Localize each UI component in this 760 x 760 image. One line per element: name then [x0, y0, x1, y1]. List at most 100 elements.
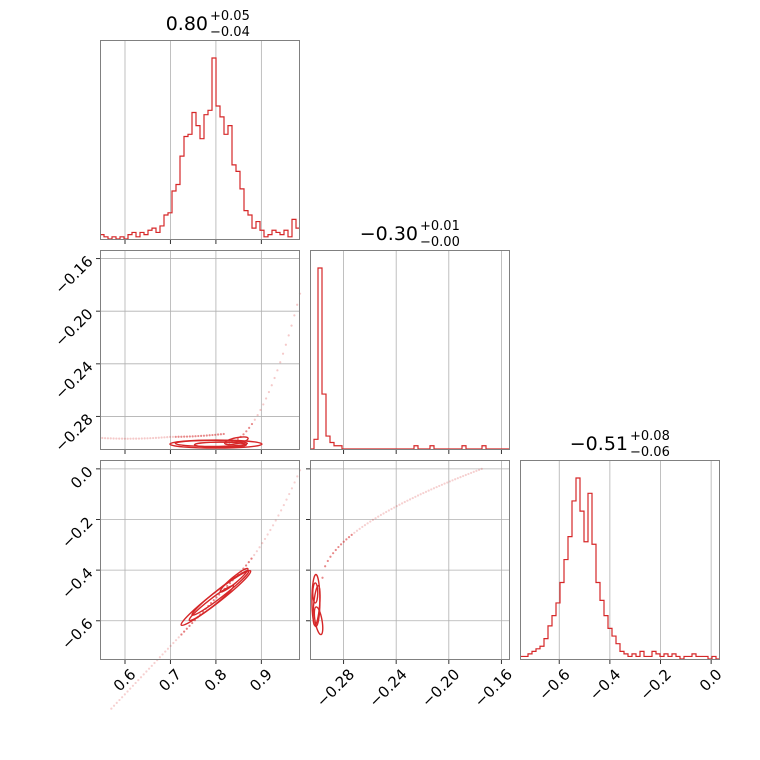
sample-point	[211, 433, 214, 437]
sample-point	[103, 437, 107, 440]
sample-point	[288, 492, 291, 496]
sample-point	[469, 471, 473, 475]
sample-point	[274, 519, 277, 522]
sample-point	[216, 433, 220, 436]
y-tick-label: −0.2	[58, 513, 96, 551]
sample-point	[212, 599, 215, 602]
sample-point	[164, 650, 167, 653]
sample-point	[153, 661, 156, 665]
y-tick-labels-1: −0.28 −0.24 −0.20 −0.16	[51, 252, 96, 455]
contour	[312, 582, 319, 604]
samples-p0-p1	[101, 292, 302, 445]
sample-point	[403, 500, 406, 504]
sample-point	[236, 437, 239, 441]
sample-point	[256, 413, 259, 417]
x-tick-label: 0.7	[155, 665, 185, 695]
y-tick-labels-2: −0.6 −0.4 −0.2 0.0	[58, 463, 96, 653]
panel-2-0	[96, 460, 300, 664]
sample-point	[285, 498, 288, 501]
sample-point	[205, 434, 208, 437]
sample-point	[366, 522, 369, 525]
sample-point	[480, 467, 483, 470]
sample-point	[371, 518, 375, 521]
sample-point	[219, 433, 223, 436]
sample-point	[149, 437, 152, 440]
sample-point	[180, 633, 183, 636]
sample-point	[168, 435, 172, 438]
sample-point	[120, 437, 124, 440]
contours-p0-p2	[180, 567, 252, 627]
sample-point	[267, 390, 271, 394]
sample-point	[250, 422, 254, 426]
sample-point	[438, 484, 441, 488]
sample-point	[197, 434, 200, 438]
sample-point	[166, 436, 169, 439]
sample-point	[265, 397, 268, 400]
sample-point	[369, 520, 372, 523]
sample-point	[324, 565, 327, 568]
sample-point	[290, 324, 293, 327]
sample-point	[202, 434, 206, 437]
y-tick-label: −0.28	[51, 410, 96, 455]
title-plus: +0.05	[210, 9, 250, 24]
histogram-2	[520, 477, 720, 660]
sample-point	[279, 361, 282, 364]
sample-point	[118, 437, 121, 440]
panel-1-1	[343, 250, 502, 454]
title-median: −0.51	[570, 433, 628, 455]
sample-point	[185, 435, 189, 438]
panel-border	[520, 460, 720, 660]
sample-point	[154, 436, 158, 439]
sample-point	[321, 576, 324, 579]
sample-point	[290, 487, 294, 490]
sample-point	[166, 647, 170, 650]
panel-0-0	[124, 40, 262, 244]
title-median: −0.30	[360, 223, 418, 245]
sample-point	[382, 512, 385, 515]
sample-point	[126, 690, 129, 693]
panel-border	[100, 460, 300, 660]
sample-point	[183, 630, 186, 633]
sample-point	[106, 437, 110, 440]
x-tick-label: −0.6	[535, 665, 573, 703]
sample-point	[109, 437, 112, 440]
sample-point	[147, 667, 151, 670]
title-minus: −0.04	[210, 25, 250, 40]
sample-point	[467, 472, 470, 476]
sample-point	[377, 515, 380, 518]
sample-point	[129, 687, 132, 690]
panel-border	[310, 460, 510, 660]
sample-point	[430, 488, 433, 491]
sample-point	[456, 477, 459, 480]
x-tick-label: −0.2	[637, 665, 675, 703]
sample-point	[158, 656, 161, 659]
sample-point	[157, 436, 160, 439]
sample-point	[137, 678, 140, 682]
sample-point	[393, 506, 396, 509]
sample-point	[427, 489, 430, 492]
sample-point	[137, 437, 141, 440]
sample-point	[355, 529, 359, 532]
panel-border	[310, 250, 510, 450]
sample-point	[398, 503, 401, 506]
sample-point	[129, 437, 132, 440]
sample-point	[101, 436, 104, 440]
y-tick-label: −0.16	[51, 252, 96, 297]
sample-point	[282, 503, 285, 507]
sample-point	[342, 540, 345, 543]
sample-point	[347, 535, 351, 539]
sample-point	[263, 537, 267, 541]
sample-point	[350, 533, 353, 537]
sample-point	[171, 435, 174, 438]
sample-point	[248, 426, 251, 429]
title-minus: −0.00	[420, 235, 460, 250]
sample-point	[353, 531, 356, 534]
sample-point	[183, 435, 186, 438]
contours-p0-p1	[169, 436, 263, 449]
sample-point	[214, 433, 217, 436]
sample-point	[387, 509, 390, 512]
sample-point	[401, 502, 404, 505]
sample-point	[464, 473, 467, 477]
sample-point	[194, 435, 197, 438]
sample-point	[177, 636, 180, 639]
